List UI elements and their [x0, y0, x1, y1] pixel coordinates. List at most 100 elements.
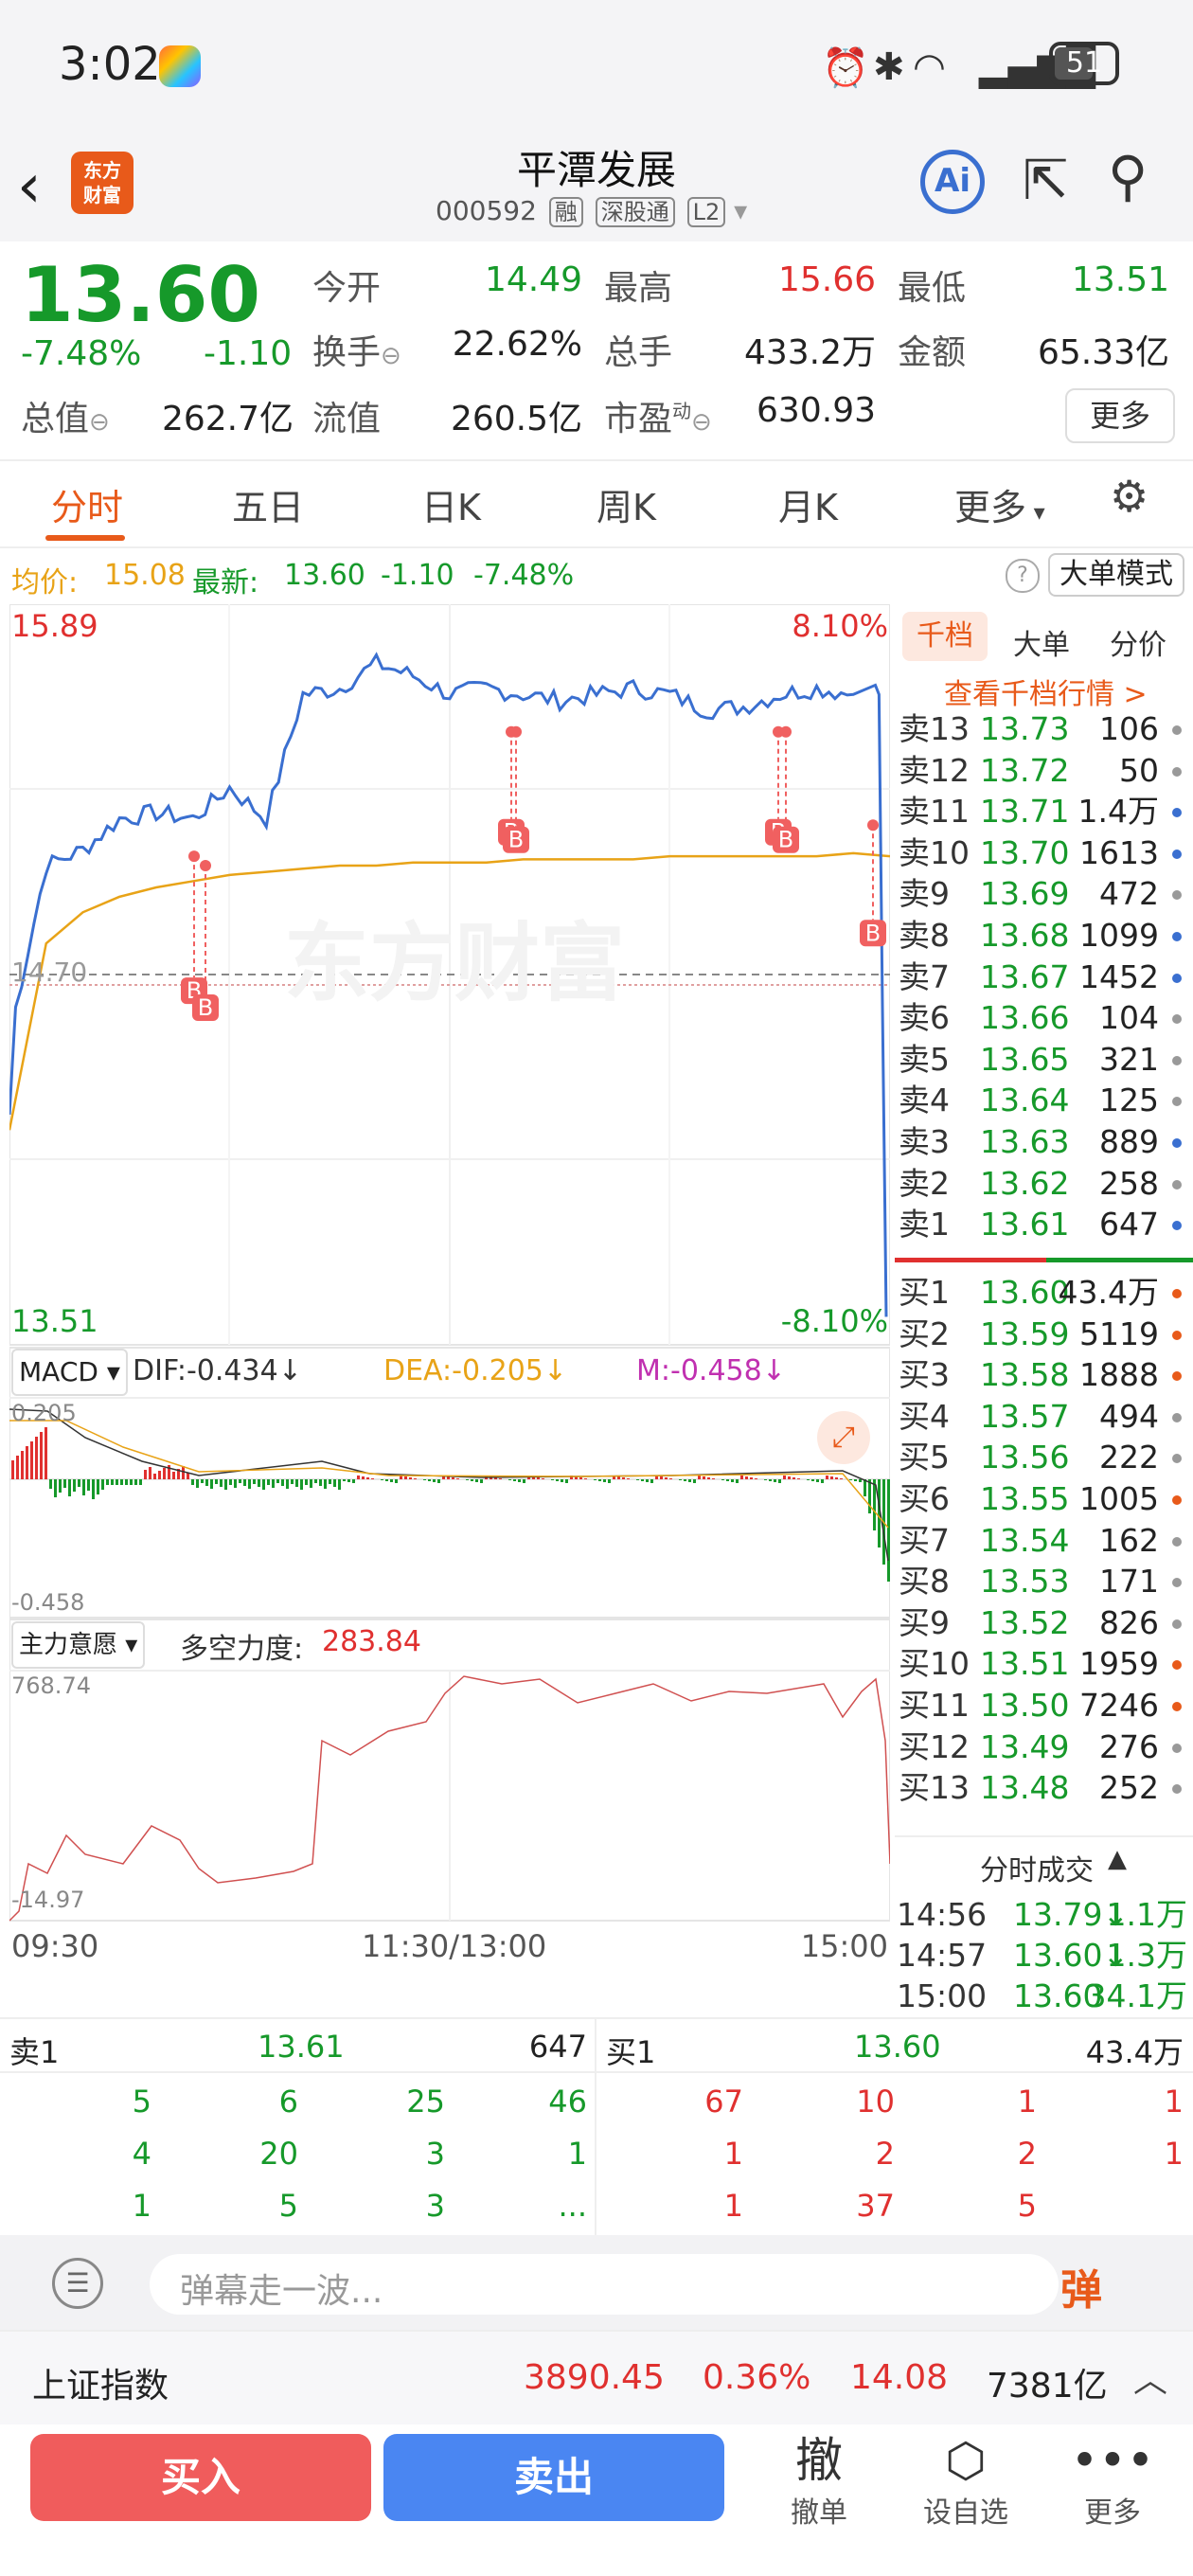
bid-row[interactable]: 买1 13.60 43.4万 [895, 1272, 1193, 1314]
buy1-price: 13.60 [854, 2029, 941, 2065]
share-icon[interactable]: ⇱ [1023, 148, 1069, 212]
macd-bar [565, 1479, 568, 1483]
bid-row[interactable]: 买9 13.52 826 [895, 1602, 1193, 1644]
danmu-settings-icon[interactable]: ☰ [52, 2258, 103, 2309]
tab-five-day[interactable]: 五日 [232, 487, 305, 528]
ask-dot [1172, 808, 1182, 818]
settings-gear-icon[interactable]: ⚙ [1110, 471, 1149, 522]
index-ticker[interactable]: 上证指数 3890.45 0.36% 14.08 7381亿 ︿ [0, 2330, 1193, 2426]
ask-row[interactable]: 卖13 13.73 106 [895, 708, 1193, 750]
big-order-mode-button[interactable]: 大单模式 [1048, 553, 1184, 597]
bid-row[interactable]: 买3 13.58 1888 [895, 1354, 1193, 1396]
macd-selector[interactable]: MACD ▾ [11, 1349, 128, 1396]
bid-row[interactable]: 买8 13.53 171 [895, 1561, 1193, 1602]
intraday-chart[interactable]: 东方财富 BBBBBBB 15.89 8.10% 14.70 13.51 -8.… [8, 603, 891, 1982]
bid-level: 买6 [899, 1480, 950, 1517]
help-icon[interactable]: ? [1006, 559, 1040, 593]
add-watchlist-action[interactable]: ⬡ 设自选 [914, 2432, 1018, 2531]
bid-row[interactable]: 买10 13.51 1959 [895, 1643, 1193, 1685]
bid-dot [1172, 1495, 1182, 1505]
macd-bar [87, 1479, 90, 1491]
ask-row[interactable]: 卖4 13.64 125 [895, 1080, 1193, 1121]
ask-row[interactable]: 卖12 13.72 50 [895, 750, 1193, 792]
bid-row[interactable]: 买5 13.56 222 [895, 1437, 1193, 1478]
bid-row[interactable]: 买12 13.49 276 [895, 1726, 1193, 1768]
bid-row[interactable]: 买13 13.48 252 [895, 1767, 1193, 1809]
chevron-up-icon[interactable]: ︿ [1133, 2361, 1168, 2400]
macd-bar [390, 1479, 393, 1482]
ask-row[interactable]: 卖8 13.68 1099 [895, 915, 1193, 957]
bid-row[interactable]: 买4 13.57 494 [895, 1396, 1193, 1438]
chart-svg: 东方财富 BBBBBBB [8, 603, 891, 1922]
macd-bar [352, 1479, 355, 1483]
macd-bar [116, 1479, 118, 1485]
macd-bar [16, 1456, 19, 1479]
sell-button[interactable]: 卖出 [383, 2434, 724, 2521]
macd-bar [868, 1479, 871, 1513]
cancel-order-action[interactable]: 撤 撤单 [767, 2432, 871, 2531]
ask-level: 卖9 [899, 875, 950, 913]
trades-header[interactable]: 分时成交 ▲ [895, 1835, 1193, 1894]
ask-row[interactable]: 卖3 13.63 889 [895, 1121, 1193, 1163]
more-button[interactable]: 更多 [1065, 388, 1175, 443]
ask-dot [1172, 849, 1182, 859]
macd-bar [220, 1479, 223, 1487]
expand-icon[interactable]: ⤢ [817, 1411, 870, 1464]
tab-level-book[interactable]: 千档 [902, 612, 988, 661]
bid-row[interactable]: 买2 13.59 5119 [895, 1314, 1193, 1355]
bid-row[interactable]: 买11 13.50 7246 [895, 1685, 1193, 1726]
macd-bar [456, 1478, 459, 1479]
level-detail-grid: 卖1 13.61 647 买1 13.60 43.4万 5 6 25 46 4 20 3 1 1… [0, 2017, 1193, 2237]
danmu-toggle-button[interactable]: 弹 [1060, 2266, 1102, 2315]
ask-row[interactable]: 卖6 13.66 104 [895, 997, 1193, 1039]
bid-dot [1172, 1702, 1182, 1711]
stat-label-turnover[interactable]: 换手⊖ [312, 333, 401, 372]
tab-big-orders[interactable]: 大单 [1013, 629, 1070, 662]
back-icon[interactable]: ‹ [17, 152, 42, 222]
ask-row[interactable]: 卖7 13.67 1452 [895, 957, 1193, 998]
dif-line [9, 1408, 889, 1562]
bid-row[interactable]: 买6 13.55 1005 [895, 1478, 1193, 1520]
bid-volume: 252 [1099, 1769, 1159, 1807]
tab-weekly[interactable]: 周K [596, 487, 656, 528]
bid-price: 13.53 [980, 1563, 1070, 1601]
bid-dot [1172, 1454, 1182, 1464]
tab-intraday[interactable]: 分时 [51, 487, 124, 528]
danmu-input[interactable] [150, 2254, 1059, 2315]
search-icon[interactable]: ⚲ [1108, 144, 1148, 208]
tab-monthly[interactable]: 月K [778, 487, 838, 528]
ai-button[interactable]: Ai [920, 150, 985, 214]
view-book-link[interactable]: 查看千档行情 > [944, 678, 1148, 711]
buy1-vol: 43.4万 [1085, 2034, 1184, 2070]
ask-row[interactable]: 卖10 13.70 1613 [895, 832, 1193, 874]
stock-code-row[interactable]: 000592 融 深股通 L2 ▾ [436, 195, 747, 227]
ask-row[interactable]: 卖5 13.65 321 [895, 1039, 1193, 1081]
stat-label-mktcap[interactable]: 总值⊖ [21, 400, 110, 438]
tab-price-dist[interactable]: 分价 [1110, 629, 1166, 662]
force-selector[interactable]: 主力意愿 ▾ [11, 1621, 146, 1669]
ask-level: 卖4 [899, 1082, 950, 1119]
ask-row[interactable]: 卖11 13.71 1.4万 [895, 791, 1193, 832]
latest-change: -1.10 [381, 559, 454, 592]
cancel-order-label: 撤单 [791, 2496, 847, 2530]
buy-detail-cell: 2 [875, 2136, 895, 2172]
ask-row[interactable]: 卖2 13.62 258 [895, 1163, 1193, 1205]
more-action[interactable]: ••• 更多 [1060, 2432, 1165, 2531]
macd-bar [707, 1477, 710, 1479]
pct-top-label: 8.10% [792, 608, 888, 644]
ask-row[interactable]: 卖9 13.69 472 [895, 873, 1193, 915]
force-label: 多空力度: [180, 1633, 304, 1666]
sell-detail-cell: 5 [278, 2188, 298, 2224]
tab-more[interactable]: 更多 ▾ [954, 487, 1045, 528]
stat-label-pe[interactable]: 市盈动⊖ [604, 400, 712, 438]
buy-button[interactable]: 买入 [30, 2434, 371, 2521]
macd-bar [381, 1479, 383, 1480]
bid-row[interactable]: 买7 13.54 162 [895, 1520, 1193, 1562]
trade-volume: 1.3万 [1106, 1937, 1187, 1974]
stock-code: 000592 [436, 195, 537, 226]
bid-level: 买1 [899, 1274, 950, 1311]
ask-price: 13.66 [980, 999, 1070, 1037]
macd-bar [153, 1474, 156, 1479]
ask-row[interactable]: 卖1 13.61 647 [895, 1204, 1193, 1245]
tab-daily[interactable]: 日K [421, 487, 481, 528]
